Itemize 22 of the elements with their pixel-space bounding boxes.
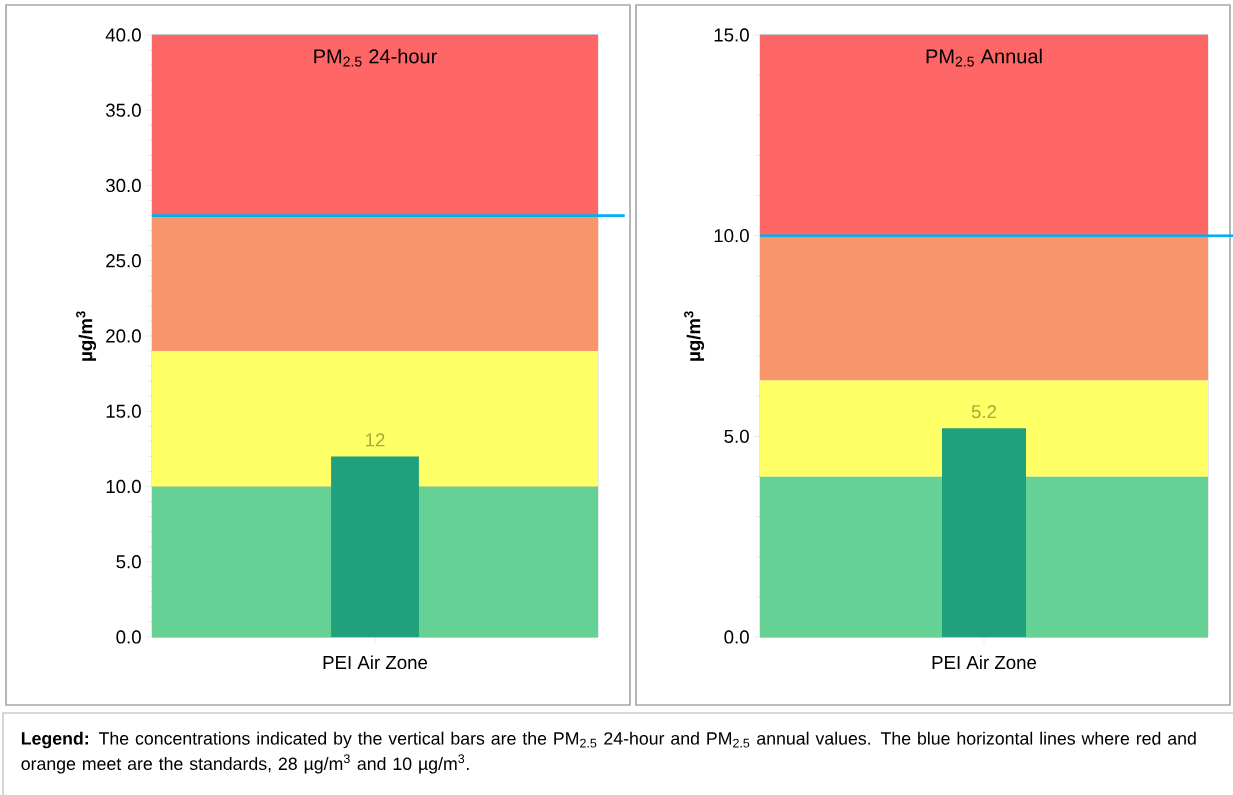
x-tick-label: PEI Air Zone: [323, 655, 428, 670]
text: PM$_{2.5}$ Annual: [926, 48, 1042, 67]
y-tick-label: 5.0: [116, 555, 141, 569]
y-tick-label: 10.0: [106, 479, 141, 494]
x-tick-label: PEI Air Zone: [932, 655, 1037, 670]
y-tick-label: 20.0: [106, 329, 141, 343]
y-tick-label: 10.0: [714, 229, 749, 243]
y-tick-label: 25.0: [106, 254, 141, 268]
y-tick-label: 35.0: [105, 103, 141, 117]
y-tick-label: 40.0: [105, 28, 141, 42]
text: PM$_{2.5}$ 24-hour: [314, 48, 437, 67]
y-tick-label: 30.0: [105, 178, 141, 193]
y-tick-label: 0.0: [116, 630, 141, 644]
y-tick-label: 0.0: [724, 630, 749, 644]
text: Legend: The concentrations indicated by the vertical bars are the PM$_{2.5}$ 24-hour and PM$_{2.5}$ annual values. The blue horizontal lines where red and orange meet are the standards, 28 µg/m$^{3}$ and 10 µg/m$^{3}$.: [21, 731, 1196, 774]
y-axis-title: µg/m$^{3}$: [76, 311, 97, 361]
data-label: 5.2: [971, 405, 997, 419]
y-axis-title: µg/m$^{3}$: [684, 311, 705, 361]
y-tick-label: 5.0: [724, 429, 749, 443]
y-tick-label: 15.0: [714, 28, 749, 42]
y-tick-label: 15.0: [106, 404, 141, 418]
data-label: 12: [366, 433, 385, 447]
